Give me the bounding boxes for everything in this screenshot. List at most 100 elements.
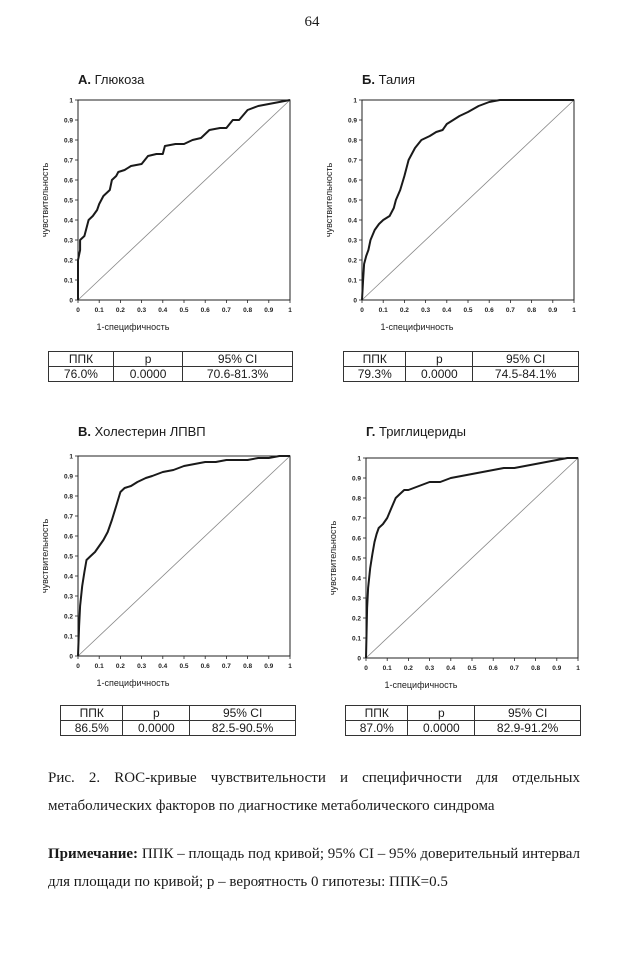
header-ci: 95% CI	[472, 351, 579, 367]
y-tick-label: 0.6	[348, 178, 357, 185]
y-tick-label: 0.7	[348, 158, 357, 165]
page-number: 64	[304, 14, 320, 30]
value-ci: 70.6-81.3%	[182, 366, 293, 382]
y-axis-label: чувствительность	[40, 163, 50, 238]
x-tick-label: 1	[572, 307, 576, 314]
x-tick-label: 0.8	[243, 307, 252, 314]
x-tick-label: 0.6	[201, 663, 210, 670]
x-tick-label: 0.7	[510, 665, 519, 672]
header-p: p	[122, 705, 191, 721]
y-tick-label: 0.7	[64, 158, 73, 165]
y-tick-label: 0.5	[64, 554, 73, 561]
x-tick-label: 0.5	[179, 307, 188, 314]
y-tick-label: 0	[357, 656, 361, 663]
value-ci: 74.5-84.1%	[472, 366, 579, 382]
header-p: p	[405, 351, 474, 367]
y-tick-label: 0.8	[64, 494, 73, 501]
reference-diagonal-line	[77, 99, 291, 301]
x-tick-label: 0.1	[95, 307, 104, 314]
chart-name: Талия	[378, 72, 416, 87]
x-tick-label: 0.6	[489, 665, 498, 672]
value-auc: 87.0%	[344, 720, 409, 736]
roc-plot: 00 0.1 0.1 0.2 0.2 0.3 0.3 0.4 0.4 0.5 0.5 0.6 0.6 0.…	[324, 98, 576, 333]
x-tick-label: 0.4	[446, 665, 455, 672]
x-tick-label: 0.5	[467, 665, 476, 672]
y-tick-label: 0	[69, 298, 73, 305]
y-axis-label: чувствительность	[40, 519, 50, 594]
y-tick-label: 0.6	[64, 178, 73, 185]
x-tick-label: 0.1	[95, 663, 104, 670]
roc-plot: 00 0.1 0.1 0.2 0.2 0.3 0.3 0.4 0.4 0.5 0.5 0.6 0.6 0.…	[40, 454, 292, 689]
y-tick-label: 0	[69, 654, 73, 661]
chart-letter: Г.	[366, 424, 376, 439]
x-tick-label: 0.9	[548, 307, 557, 314]
y-tick-label: 0.2	[64, 614, 73, 621]
y-tick-label: 0.1	[64, 634, 73, 641]
chart-letter: А.	[78, 72, 91, 87]
x-axis-label: 1-специфичность	[97, 678, 170, 688]
header-p: p	[407, 705, 476, 721]
x-tick-label: 0.2	[400, 307, 409, 314]
x-tick-label: 0.7	[222, 663, 231, 670]
stats-table-hdl: ППК p 95% CI 86.5% 0.0000 82.5-90.5%	[59, 705, 296, 736]
value-p: 0.0000	[407, 720, 476, 736]
y-tick-label: 1	[357, 456, 361, 463]
note-text: ППК – площадь под кривой; 95% CI – 95% д…	[48, 846, 580, 890]
x-tick-label: 0.5	[179, 663, 188, 670]
y-tick-label: 0.2	[64, 258, 73, 265]
y-tick-label: 0.4	[348, 218, 357, 225]
y-tick-label: 0.4	[352, 576, 361, 583]
value-auc: 86.5%	[59, 720, 124, 736]
y-tick-label: 0.3	[348, 238, 357, 245]
chart-letter: В.	[78, 424, 91, 439]
x-tick-label: 0	[364, 665, 368, 672]
x-tick-label: 0.8	[243, 663, 252, 670]
y-tick-label: 0.9	[348, 118, 357, 125]
x-tick-label: 0.7	[506, 307, 515, 314]
x-tick-label: 0.3	[137, 307, 146, 314]
header-auc: ППК	[344, 705, 409, 721]
x-axis-label: 1-специфичность	[97, 322, 170, 332]
reference-diagonal-line	[361, 99, 575, 301]
x-tick-label: 0.2	[116, 663, 125, 670]
header-ci: 95% CI	[189, 705, 296, 721]
y-tick-label: 0.6	[352, 536, 361, 543]
y-tick-label: 0.9	[64, 474, 73, 481]
roc-plot: 00 0.1 0.1 0.2 0.2 0.3 0.3 0.4 0.4 0.5 0.5 0.6 0.6 0.…	[328, 456, 580, 691]
y-tick-label: 0.8	[348, 138, 357, 145]
y-tick-label: 0.1	[348, 278, 357, 285]
x-tick-label: 0.5	[463, 307, 472, 314]
figure-note: Примечание: ППК – площадь под кривой; 95…	[48, 840, 580, 896]
header-ci: 95% CI	[182, 351, 293, 367]
x-tick-label: 0.2	[404, 665, 413, 672]
header-p: p	[112, 351, 184, 367]
value-p: 0.0000	[405, 366, 474, 382]
x-tick-label: 0.6	[485, 307, 494, 314]
value-ci: 82.9-91.2%	[474, 720, 581, 736]
roc-curve-line	[365, 457, 578, 659]
header-auc: ППК	[48, 351, 114, 367]
roc-curve-line	[77, 455, 290, 657]
value-auc: 79.3%	[342, 366, 407, 382]
stats-table-waist: ППК p 95% CI 79.3% 0.0000 74.5-84.1%	[342, 351, 579, 382]
x-tick-label: 0.4	[158, 307, 167, 314]
y-tick-label: 0.5	[352, 556, 361, 563]
chart-title: Г. Триглицериды	[366, 424, 466, 439]
y-tick-label: 0.7	[352, 516, 361, 523]
y-tick-label: 0.5	[348, 198, 357, 205]
y-tick-label: 0.5	[64, 198, 73, 205]
x-tick-label: 0	[76, 307, 80, 314]
roc-curve-line	[361, 99, 574, 301]
x-tick-label: 0.7	[222, 307, 231, 314]
y-tick-label: 0.4	[64, 574, 73, 581]
x-tick-label: 0.3	[421, 307, 430, 314]
x-tick-label: 1	[288, 663, 292, 670]
x-tick-label: 0.1	[383, 665, 392, 672]
x-tick-label: 0.8	[527, 307, 536, 314]
y-tick-label: 0.9	[352, 476, 361, 483]
header-ci: 95% CI	[474, 705, 581, 721]
value-ci: 82.5-90.5%	[189, 720, 296, 736]
x-tick-label: 0.6	[201, 307, 210, 314]
y-tick-label: 0.3	[64, 594, 73, 601]
value-auc: 76.0%	[48, 366, 114, 382]
